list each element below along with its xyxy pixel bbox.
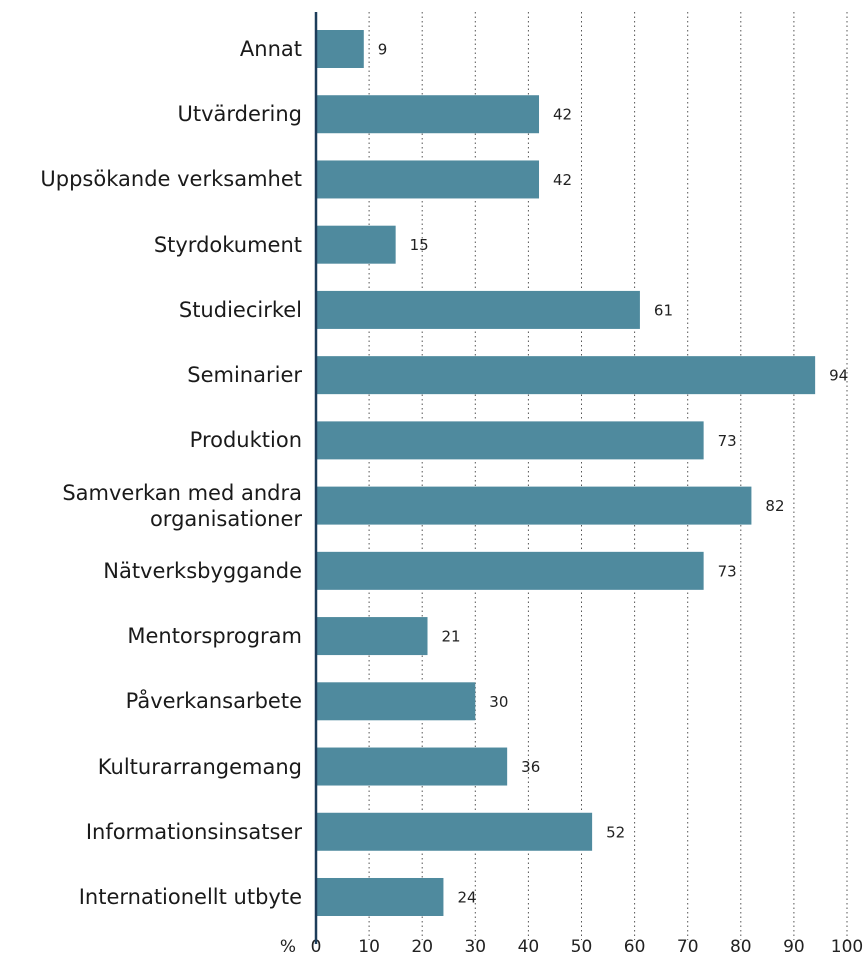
y-tick-label: Uppsökande verksamhet: [40, 167, 302, 192]
x-tick-label: 100: [831, 937, 863, 957]
x-tick-label: 50: [571, 937, 593, 957]
y-tick-label: Påverkansarbete: [125, 689, 302, 714]
x-axis-label: %: [280, 937, 296, 957]
y-tick-label: Samverkan med andra organisationer: [62, 480, 302, 531]
y-tick-label: Studiecirkel: [178, 297, 302, 322]
value-label: 82: [765, 497, 784, 515]
bar: [316, 747, 508, 786]
y-tick-label: Utvärdering: [177, 102, 302, 127]
y-tick-label: Seminarier: [187, 363, 302, 388]
y-tick-label: Kulturarrangemang: [97, 754, 302, 779]
bar: [316, 225, 396, 264]
x-tick-label: 70: [677, 937, 699, 957]
value-label: 73: [718, 562, 737, 580]
bar: [316, 682, 476, 721]
y-tick-label: Styrdokument: [153, 232, 302, 257]
x-tick-label: 80: [730, 937, 752, 957]
value-label: 61: [654, 301, 673, 319]
bar: [316, 486, 752, 525]
value-label: 36: [521, 758, 540, 776]
bar: [316, 421, 704, 460]
bar: [316, 551, 704, 590]
bar: [316, 617, 428, 656]
x-tick-label: 0: [311, 937, 322, 957]
y-tick-label: Mentorsprogram: [127, 624, 302, 649]
value-label: 73: [718, 432, 737, 450]
value-label: 21: [442, 628, 461, 646]
value-label: 94: [829, 367, 848, 385]
bar: [316, 812, 593, 851]
value-label: 30: [489, 693, 508, 711]
y-tick-label: Produktion: [189, 428, 302, 453]
y-tick-label: Nätverksbyggande: [103, 558, 302, 583]
value-label: 42: [553, 171, 572, 189]
x-tick-label: 90: [783, 937, 805, 957]
x-tick-label: 10: [358, 937, 380, 957]
y-tick-label: Annat: [239, 37, 302, 61]
bar: [316, 95, 540, 134]
x-tick-label: 60: [624, 937, 646, 957]
x-tick-label: 40: [518, 937, 540, 957]
x-tick-label: 20: [411, 937, 433, 957]
value-label: 9: [378, 41, 388, 59]
value-label: 24: [457, 888, 476, 906]
value-label: 15: [410, 236, 429, 254]
y-tick-label: Internationellt utbyte: [78, 884, 302, 909]
bar: [316, 30, 364, 68]
bar: [316, 877, 444, 916]
value-label: 42: [553, 106, 572, 124]
value-label: 52: [606, 823, 625, 841]
bar: [316, 160, 540, 199]
bar: [316, 290, 640, 329]
bar: [316, 356, 816, 395]
y-tick-label: Informationsinsatser: [85, 819, 302, 844]
x-tick-label: 30: [464, 937, 486, 957]
